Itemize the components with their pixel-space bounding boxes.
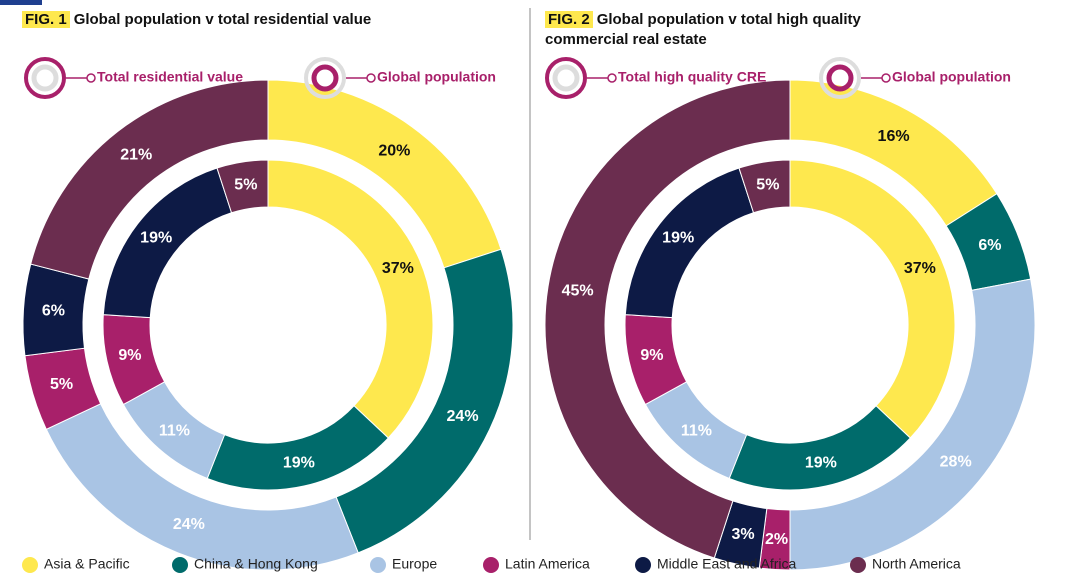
- chart-title-block: FIG. 1 Global population v total resident…: [22, 10, 502, 30]
- series-icon: [881, 73, 891, 83]
- figure-label: FIG. 2: [545, 11, 593, 28]
- figure-label: FIG. 1: [22, 11, 70, 28]
- value-label: 24%: [173, 516, 205, 533]
- series-icon: [826, 64, 854, 92]
- top-bar: [0, 0, 42, 5]
- series-icon: [24, 57, 66, 99]
- series-icon: [86, 73, 96, 83]
- legend-swatch: [370, 557, 386, 573]
- legend-label: Latin America: [505, 556, 590, 572]
- series-legend-label: Total residential value: [97, 69, 243, 85]
- series-icon: [607, 73, 617, 83]
- series-icon: [311, 64, 339, 92]
- value-label: 21%: [120, 146, 152, 163]
- series-icon: [545, 57, 587, 99]
- value-label: 3%: [732, 526, 755, 543]
- series-legend-label: Global population: [892, 69, 1011, 85]
- value-label: 16%: [878, 128, 910, 145]
- series-legend-label: Global population: [377, 69, 496, 85]
- donut-segment: [216, 159, 269, 214]
- value-label: 24%: [447, 408, 479, 425]
- value-label: 20%: [378, 142, 410, 159]
- value-label: 37%: [382, 260, 414, 277]
- value-label: 19%: [140, 229, 172, 246]
- value-label: 9%: [640, 347, 663, 364]
- value-label: 19%: [283, 454, 315, 471]
- value-label: 5%: [756, 176, 779, 193]
- donut-segment: [728, 405, 911, 491]
- series-icon: [819, 57, 861, 99]
- legend-swatch: [22, 557, 38, 573]
- donut-segment: [206, 405, 389, 491]
- value-label: 9%: [118, 347, 141, 364]
- legend-label: Asia & Pacific: [44, 556, 130, 572]
- series-icon: [304, 57, 346, 99]
- value-label: 28%: [940, 453, 972, 470]
- series-legend-label: Total high quality CRE: [618, 69, 766, 85]
- series-icon: [31, 64, 59, 92]
- donut-segment: [267, 159, 434, 439]
- donut-segment: [30, 79, 269, 280]
- legend-swatch: [850, 557, 866, 573]
- value-label: 2%: [765, 531, 788, 548]
- legend-swatch: [172, 557, 188, 573]
- legend-swatch: [483, 557, 499, 573]
- series-icon: [366, 73, 376, 83]
- value-label: 19%: [805, 454, 837, 471]
- value-label: 6%: [42, 303, 65, 320]
- chart-title: Global population v total high quality c…: [545, 11, 861, 48]
- donut-segment: [789, 278, 1036, 571]
- legend-label: North America: [872, 556, 961, 572]
- value-label: 11%: [681, 422, 712, 439]
- value-label: 6%: [978, 237, 1001, 254]
- chart-title-block: FIG. 2 Global population v total high qua…: [545, 10, 945, 50]
- legend-label: China & Hong Kong: [194, 556, 318, 572]
- value-label: 5%: [50, 376, 73, 393]
- donut-segment: [544, 79, 791, 559]
- value-label: 5%: [234, 176, 257, 193]
- donut-segment: [738, 159, 791, 214]
- value-label: 37%: [904, 260, 936, 277]
- legend-label: Middle East and Africa: [657, 556, 797, 572]
- value-label: 11%: [159, 422, 190, 439]
- legend-swatch: [635, 557, 651, 573]
- chart-title: Global population v total residential va…: [73, 11, 372, 28]
- value-label: 45%: [562, 283, 594, 300]
- value-label: 19%: [662, 229, 694, 246]
- legend-label: Europe: [392, 556, 437, 572]
- donut-segment: [789, 159, 956, 439]
- series-icon: [552, 64, 580, 92]
